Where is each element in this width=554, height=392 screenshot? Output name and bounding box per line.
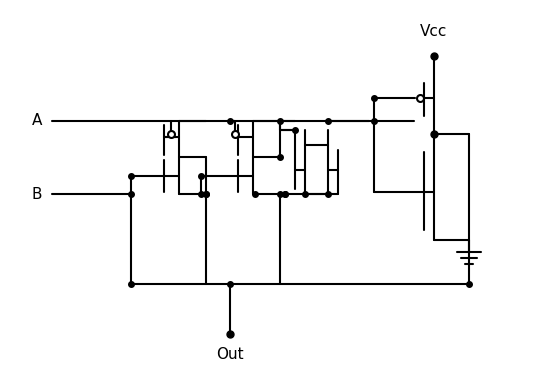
Text: Out: Out: [217, 347, 244, 362]
Text: A: A: [32, 113, 42, 128]
Text: Vcc: Vcc: [420, 24, 448, 39]
Text: B: B: [32, 187, 42, 201]
